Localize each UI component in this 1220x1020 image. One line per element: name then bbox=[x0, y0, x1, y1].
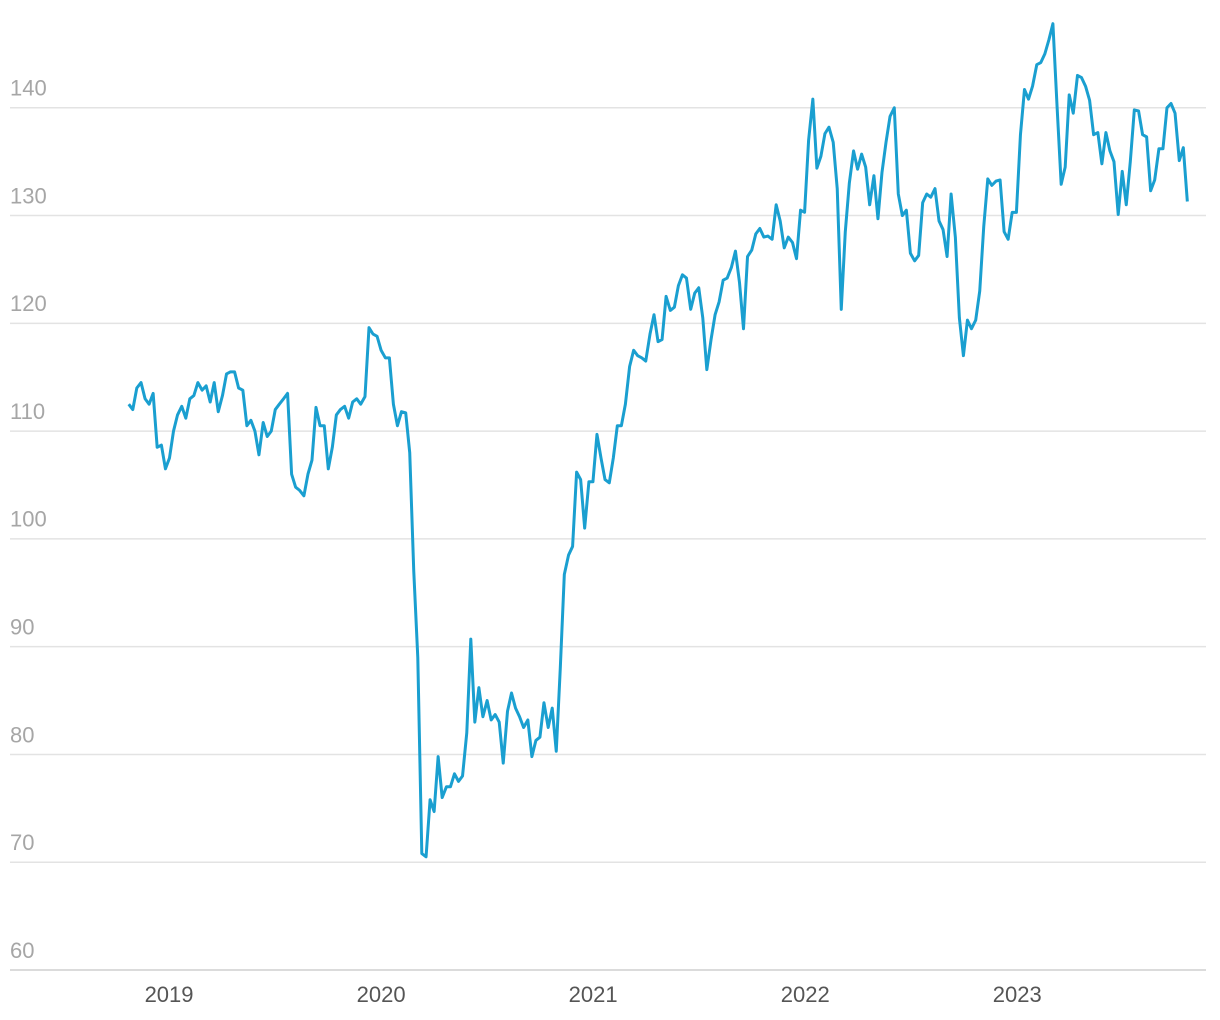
y-tick-label: 130 bbox=[10, 183, 47, 208]
x-tick-label: 2022 bbox=[781, 982, 830, 1007]
x-tick-label: 2021 bbox=[569, 982, 618, 1007]
y-tick-label: 110 bbox=[10, 399, 45, 424]
y-tick-label: 70 bbox=[10, 830, 34, 855]
x-tick-label: 2023 bbox=[993, 982, 1042, 1007]
y-tick-label: 60 bbox=[10, 938, 34, 963]
y-tick-label: 120 bbox=[10, 291, 47, 316]
y-tick-label: 100 bbox=[10, 507, 47, 532]
x-tick-label: 2020 bbox=[357, 982, 406, 1007]
y-tick-label: 90 bbox=[10, 614, 34, 639]
y-tick-label: 140 bbox=[10, 76, 47, 101]
x-tick-label: 2019 bbox=[145, 982, 194, 1007]
y-tick-label: 80 bbox=[10, 722, 34, 747]
line bbox=[127, 22, 1189, 859]
